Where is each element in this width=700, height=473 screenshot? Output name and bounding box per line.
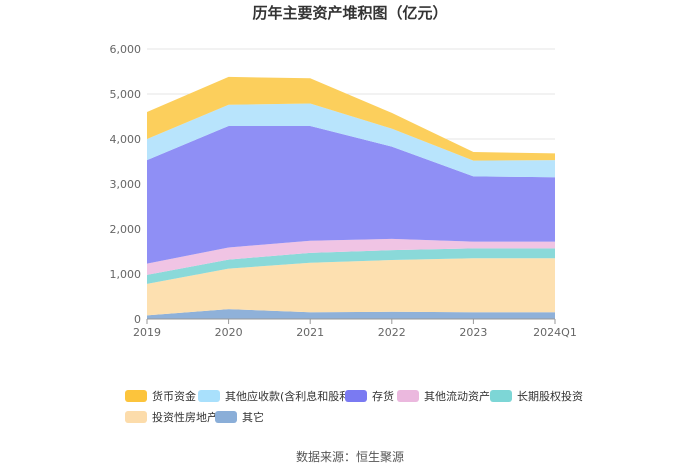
y-tick-label: 6,000 <box>110 43 142 56</box>
chart-title: 历年主要资产堆积图（亿元） <box>252 4 448 22</box>
legend-swatch <box>125 411 147 423</box>
x-tick-label: 2019 <box>133 326 161 339</box>
legend-label: 长期股权投资 <box>517 390 583 403</box>
y-tick-label: 4,000 <box>110 133 142 146</box>
legend-item-cash[interactable]: 货币资金 <box>125 388 196 404</box>
area-series <box>147 238 555 275</box>
legend-swatch <box>125 390 147 402</box>
legend-item-other-receivables[interactable]: 其他应收款(含利息和股利) <box>198 388 355 404</box>
legend-label: 货币资金 <box>152 390 196 403</box>
legend-label: 存货 <box>372 390 394 403</box>
legend-item-others[interactable]: 其它 <box>215 409 264 425</box>
area-series <box>147 125 555 264</box>
x-tick-label: 2024Q1 <box>533 326 577 339</box>
y-tick-label: 3,000 <box>110 178 142 191</box>
area-series <box>147 248 555 284</box>
legend-label: 其他应收款(含利息和股利) <box>225 390 355 403</box>
x-tick-label: 2020 <box>215 326 243 339</box>
x-tick-label: 2021 <box>296 326 324 339</box>
data-source: 数据来源：恒生聚源 <box>295 450 404 464</box>
legend-label: 投资性房地产 <box>152 411 218 424</box>
legend-item-inventory[interactable]: 存货 <box>345 388 394 404</box>
y-tick-label: 5,000 <box>110 88 142 101</box>
legend-swatch <box>198 390 220 402</box>
legend-item-investment-property[interactable]: 投资性房地产 <box>125 409 218 425</box>
legend-label: 其他流动资产 <box>424 390 490 403</box>
y-tick-label: 1,000 <box>110 268 142 281</box>
area-series <box>147 76 555 161</box>
legend-swatch <box>345 390 367 402</box>
legend-swatch <box>397 390 419 402</box>
x-tick-label: 2022 <box>378 326 406 339</box>
legend-item-other-current-assets[interactable]: 其他流动资产 <box>397 388 490 404</box>
stacked-area-chart: 0 1,000 2,000 3,000 4,000 5,000 6,000 2019 2020 2… <box>110 43 577 339</box>
legend-swatch <box>490 390 512 402</box>
x-tick-label: 2023 <box>459 326 487 339</box>
y-tick-label: 0 <box>134 313 141 326</box>
y-tick-label: 2,000 <box>110 223 142 236</box>
area-series <box>147 103 555 178</box>
area-series <box>147 258 555 316</box>
legend-item-long-term-equity[interactable]: 长期股权投资 <box>490 388 583 404</box>
legend-swatch <box>215 411 237 423</box>
area-series <box>147 309 555 319</box>
legend-label: 其它 <box>242 411 264 424</box>
